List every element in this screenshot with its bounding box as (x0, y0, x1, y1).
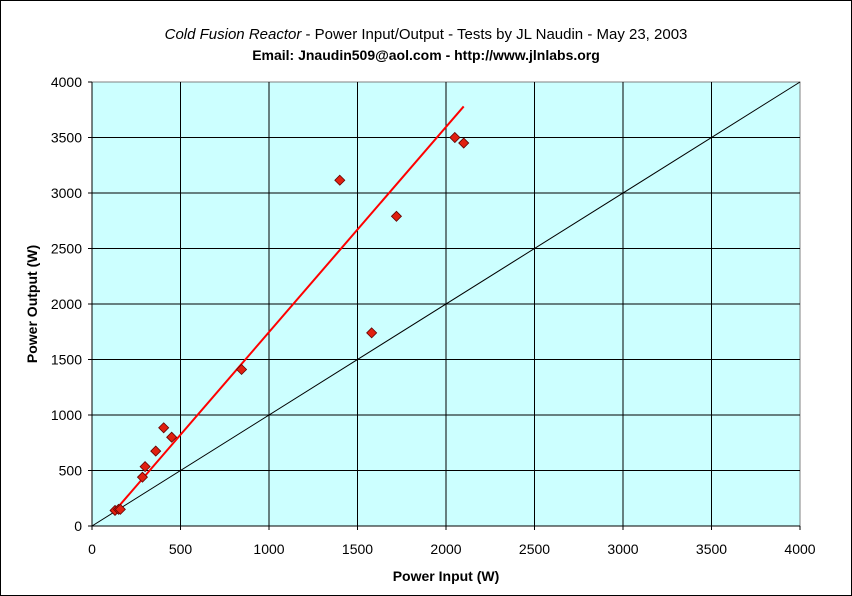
chart-title-italic: Cold Fusion Reactor (164, 26, 302, 43)
data-point (334, 174, 346, 186)
y-tick-label: 3000 (51, 185, 82, 201)
reference-line (91, 81, 801, 527)
x-tick-label: 1500 (342, 541, 373, 557)
y-tick-label: 500 (59, 463, 83, 479)
data-point (235, 363, 248, 376)
data-point (390, 210, 403, 222)
trendline-group (112, 105, 465, 514)
data-point (139, 461, 151, 473)
x-tick-label: 3500 (696, 541, 727, 557)
x-tick-label: 1000 (253, 541, 284, 557)
y-tick-labels: 0 500 1000 1500 2000 2500 3000 3500 4000 (51, 74, 92, 534)
chart-subtitle: Email: Jnaudin509@aol.com - http://www.j… (252, 47, 600, 63)
y-tick-label: 3500 (51, 130, 82, 146)
x-axis-label: Power Input (W) (393, 568, 500, 584)
x-tick-label: 500 (169, 541, 193, 557)
data-point (458, 137, 470, 149)
y-tick-label: 2500 (51, 241, 82, 257)
data-points (109, 131, 470, 517)
x-tick-label: 4000 (784, 541, 815, 557)
grid (91, 82, 800, 527)
y-axis-label: Power Output (W) (24, 245, 40, 363)
data-point (150, 445, 162, 457)
data-point (366, 327, 378, 339)
y-tick-label: 0 (74, 518, 82, 534)
chart-title-rest: - Power Input/Output - Tests by JL Naudi… (301, 26, 688, 43)
x-tick-label: 0 (88, 541, 96, 557)
y-tick-label: 1500 (51, 352, 82, 368)
trend-line (112, 105, 465, 514)
data-point (158, 422, 170, 434)
chart-title: Cold Fusion Reactor - Power Input/Output… (0, 26, 852, 43)
x-tick-labels: 0 500 1000 1500 2000 2500 3000 3500 4000 (88, 526, 816, 557)
x-tick-label: 3000 (607, 541, 638, 557)
data-point (166, 431, 178, 443)
x-tick-label: 2000 (430, 541, 461, 557)
reference-line-group (91, 81, 801, 527)
y-tick-label: 1000 (51, 407, 82, 423)
data-point (136, 471, 149, 483)
y-tick-label: 2000 (51, 296, 82, 312)
data-point (114, 503, 126, 515)
x-tick-label: 2500 (519, 541, 550, 557)
data-point (449, 131, 461, 144)
y-tick-label: 4000 (51, 74, 82, 90)
